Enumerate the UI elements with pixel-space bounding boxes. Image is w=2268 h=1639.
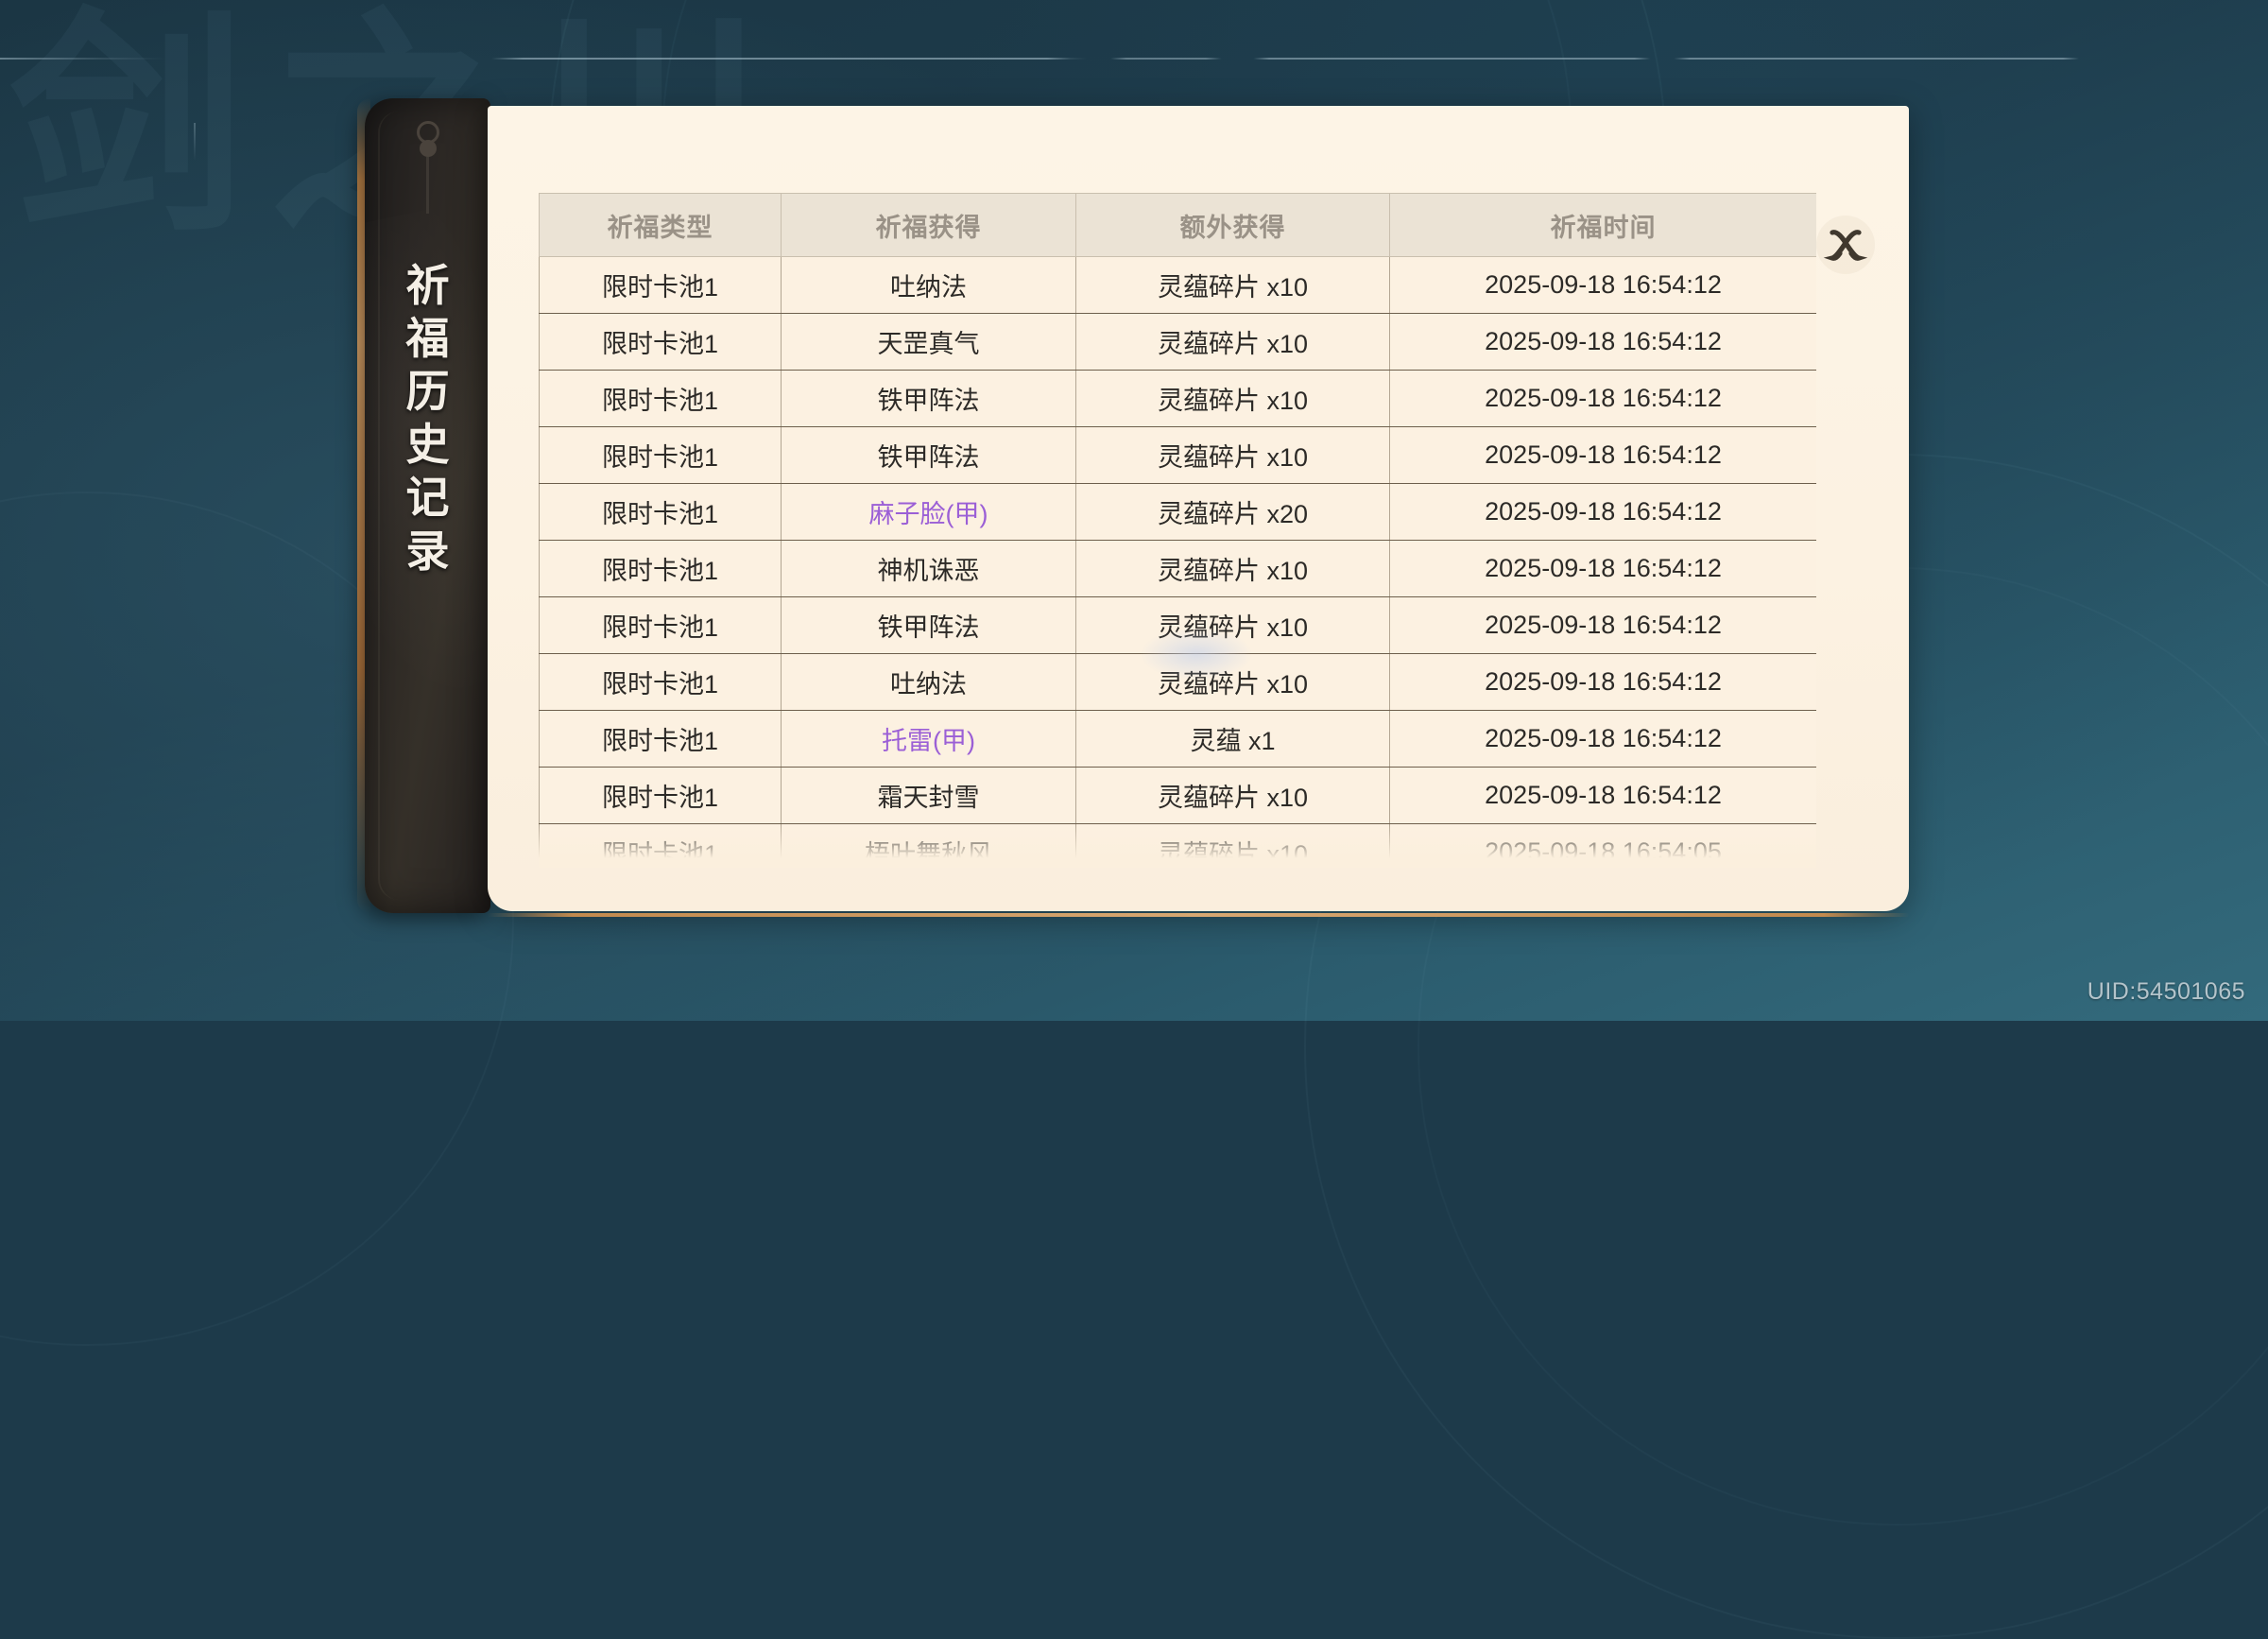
cell-prayer-gain: 霜天封雪: [781, 767, 1076, 824]
side-tab-char-4: 记: [405, 472, 450, 524]
table-row[interactable]: 限时卡池1 霜天封雪 灵蕴碎片 x10 2025-09-18 16:54:12: [539, 767, 1816, 824]
rare-item-label: 托雷(甲): [882, 727, 975, 755]
side-tab-char-3: 史: [405, 419, 450, 471]
cell-prayer-time: 2025-09-18 16:54:12: [1389, 540, 1816, 597]
cell-extra-gain: 灵蕴碎片 x10: [1075, 653, 1390, 711]
side-tab-title: 祈 福 历 史 记 录: [365, 259, 490, 578]
side-tab-prayer-history[interactable]: 祈 福 历 史 记 录: [365, 98, 490, 913]
cell-prayer-type: 限时卡池1: [539, 653, 782, 711]
cell-prayer-gain: 吐纳法: [781, 653, 1076, 711]
cell-prayer-type: 限时卡池1: [539, 767, 782, 824]
history-table-scroll-area[interactable]: 祈福类型 祈福获得 额外获得 祈福时间 限时卡池1 吐纳法 灵蕴碎片 x10 2025…: [539, 193, 1816, 866]
cell-prayer-type: 限时卡池1: [539, 313, 782, 371]
cell-prayer-time: 2025-09-18 16:54:12: [1389, 370, 1816, 427]
table-row[interactable]: 限时卡池1 梧叶舞秋风 灵蕴碎片 x10 2025-09-18 16:54:05: [539, 823, 1816, 866]
cell-extra-gain: 灵蕴碎片 x10: [1075, 256, 1390, 314]
table-row[interactable]: 限时卡池1 吐纳法 灵蕴碎片 x10 2025-09-18 16:54:12: [539, 256, 1816, 314]
header-divider-line-left: [0, 58, 165, 60]
cell-prayer-time: 2025-09-18 16:54:12: [1389, 313, 1816, 371]
cell-prayer-type: 限时卡池1: [539, 710, 782, 768]
table-row[interactable]: 限时卡池1 吐纳法 灵蕴碎片 x10 2025-09-18 16:54:12: [539, 653, 1816, 711]
cell-extra-gain: 灵蕴碎片 x10: [1075, 767, 1390, 824]
column-header-type: 祈福类型: [539, 193, 782, 257]
cell-extra-gain: 灵蕴碎片 x10: [1075, 596, 1390, 654]
table-row[interactable]: 限时卡池1 铁甲阵法 灵蕴碎片 x10 2025-09-18 16:54:12: [539, 370, 1816, 427]
cell-prayer-gain: 梧叶舞秋风: [781, 823, 1076, 866]
column-header-extra: 额外获得: [1075, 193, 1390, 257]
cell-extra-gain: 灵蕴碎片 x20: [1075, 483, 1390, 541]
side-tab-char-5: 录: [405, 525, 450, 577]
prayer-history-dialog: 祈福类型 祈福获得 额外获得 祈福时间 限时卡池1 吐纳法 灵蕴碎片 x10 2025…: [488, 106, 1909, 917]
table-header-row: 祈福类型 祈福获得 额外获得 祈福时间: [539, 193, 1816, 257]
cell-prayer-time: 2025-09-18 16:54:12: [1389, 483, 1816, 541]
cell-prayer-time: 2025-09-18 16:54:12: [1389, 256, 1816, 314]
cell-prayer-type: 限时卡池1: [539, 596, 782, 654]
cell-extra-gain: 灵蕴 x1: [1075, 710, 1390, 768]
cell-prayer-type: 限时卡池1: [539, 483, 782, 541]
cell-prayer-time: 2025-09-18 16:54:12: [1389, 653, 1816, 711]
side-tab-char-2: 历: [405, 366, 450, 418]
cell-prayer-gain: 铁甲阵法: [781, 596, 1076, 654]
cell-prayer-type: 限时卡池1: [539, 256, 782, 314]
cell-prayer-time: 2025-09-18 16:54:05: [1389, 823, 1816, 866]
cell-prayer-gain: 吐纳法: [781, 256, 1076, 314]
close-icon[interactable]: [1816, 216, 1875, 274]
table-row[interactable]: 限时卡池1 托雷(甲) 灵蕴 x1 2025-09-18 16:54:12: [539, 710, 1816, 768]
cell-prayer-type: 限时卡池1: [539, 426, 782, 484]
prayer-history-table-body: 限时卡池1 吐纳法 灵蕴碎片 x10 2025-09-18 16:54:12 限时卡池1…: [539, 256, 1816, 866]
cell-prayer-gain: 麻子脸(甲): [781, 483, 1076, 541]
table-row[interactable]: 限时卡池1 铁甲阵法 灵蕴碎片 x10 2025-09-18 16:54:12: [539, 426, 1816, 484]
cell-extra-gain: 灵蕴碎片 x10: [1075, 823, 1390, 866]
cell-prayer-time: 2025-09-18 16:54:12: [1389, 767, 1816, 824]
cell-prayer-time: 2025-09-18 16:54:12: [1389, 710, 1816, 768]
cell-prayer-gain: 神机诛恶: [781, 540, 1076, 597]
cell-prayer-time: 2025-09-18 16:54:12: [1389, 426, 1816, 484]
rare-item-label: 麻子脸(甲): [868, 500, 988, 528]
prayer-history-table: 祈福类型 祈福获得 额外获得 祈福时间 限时卡池1 吐纳法 灵蕴碎片 x10 2025…: [539, 193, 1816, 866]
side-tab-char-1: 福: [405, 313, 450, 365]
cell-extra-gain: 灵蕴碎片 x10: [1075, 426, 1390, 484]
uid-label: UID:54501065: [2087, 978, 2245, 1005]
cell-prayer-gain: 铁甲阵法: [781, 370, 1076, 427]
table-row[interactable]: 限时卡池1 铁甲阵法 灵蕴碎片 x10 2025-09-18 16:54:12: [539, 596, 1816, 654]
cell-prayer-time: 2025-09-18 16:54:12: [1389, 596, 1816, 654]
cell-prayer-type: 限时卡池1: [539, 540, 782, 597]
panel-bottom-gold-rule: [488, 913, 1909, 917]
close-x-glyph: [1823, 230, 1868, 261]
column-header-time: 祈福时间: [1389, 193, 1816, 257]
cell-prayer-type: 限时卡池1: [539, 823, 782, 866]
tassel-pin-icon: [414, 121, 442, 214]
column-header-gain: 祈福获得: [781, 193, 1076, 257]
header-tick-mark-secondary: [194, 123, 196, 161]
cell-prayer-type: 限时卡池1: [539, 370, 782, 427]
cell-prayer-gain: 托雷(甲): [781, 710, 1076, 768]
cell-prayer-gain: 天罡真气: [781, 313, 1076, 371]
cell-extra-gain: 灵蕴碎片 x10: [1075, 540, 1390, 597]
table-row[interactable]: 限时卡池1 天罡真气 灵蕴碎片 x10 2025-09-18 16:54:12: [539, 313, 1816, 371]
side-tab-char-0: 祈: [405, 260, 450, 311]
table-row[interactable]: 限时卡池1 神机诛恶 灵蕴碎片 x10 2025-09-18 16:54:12: [539, 540, 1816, 597]
cell-extra-gain: 灵蕴碎片 x10: [1075, 370, 1390, 427]
cell-extra-gain: 灵蕴碎片 x10: [1075, 313, 1390, 371]
header-divider-line: [491, 58, 2079, 60]
table-row[interactable]: 限时卡池1 麻子脸(甲) 灵蕴碎片 x20 2025-09-18 16:54:12: [539, 483, 1816, 541]
cell-prayer-gain: 铁甲阵法: [781, 426, 1076, 484]
